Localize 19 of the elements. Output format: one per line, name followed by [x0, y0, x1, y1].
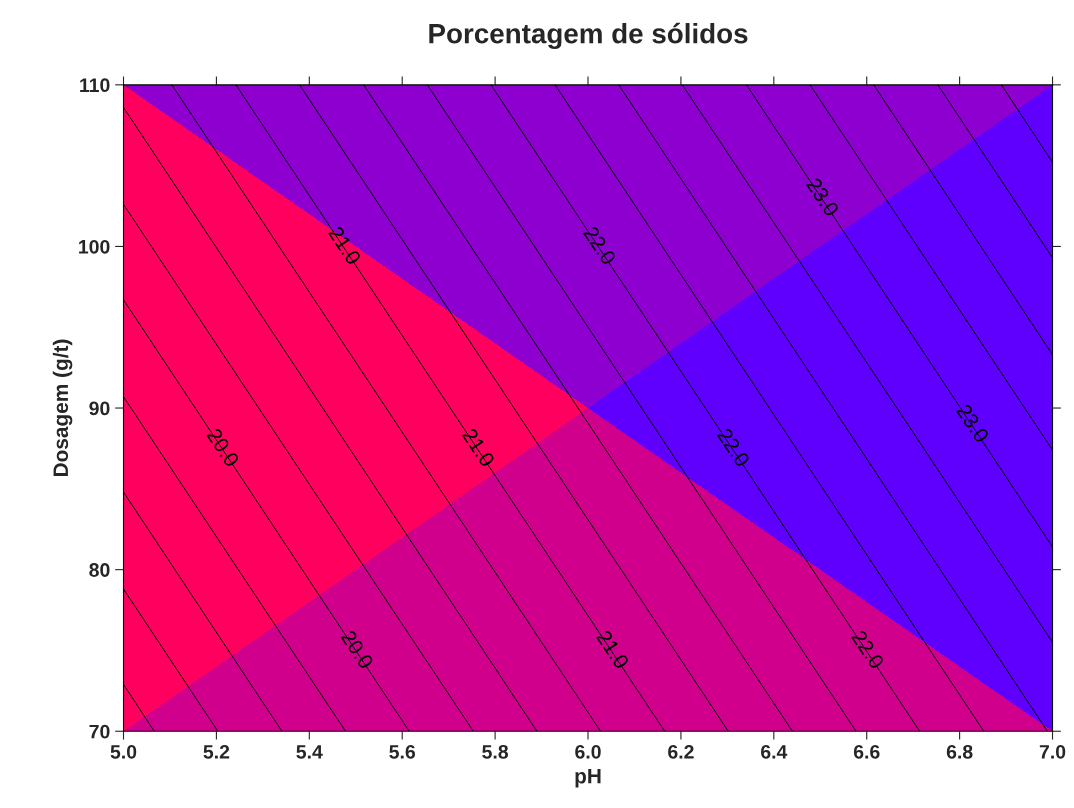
chart-title: Porcentagem de sólidos: [429, 22, 748, 50]
x-tick-label: 5.8: [482, 744, 509, 759]
x-tick-label: 6.6: [853, 744, 880, 759]
y-tick-label: 80: [89, 563, 110, 577]
x-tick-label: 5.0: [110, 744, 137, 759]
x-tick-label: 5.4: [296, 745, 323, 759]
x-tick-label: 6.8: [946, 744, 973, 759]
x-tick-label: 6.0: [575, 744, 601, 759]
x-tick-label: 6.4: [761, 744, 788, 759]
x-tick-label: 5.2: [203, 744, 230, 759]
y-tick-label: 100: [79, 239, 110, 254]
y-tick-label: 70: [89, 724, 110, 739]
y-tick-label: 110: [80, 78, 110, 93]
x-tick-label: 5.6: [389, 744, 416, 759]
x-tick-label: 6.2: [668, 744, 694, 759]
x-tick-label: 7.0: [1039, 744, 1066, 759]
y-axis-title: Dosagem (g/t): [52, 339, 73, 477]
x-axis-title: pH: [575, 768, 601, 788]
y-tick-label: 90: [89, 401, 110, 416]
